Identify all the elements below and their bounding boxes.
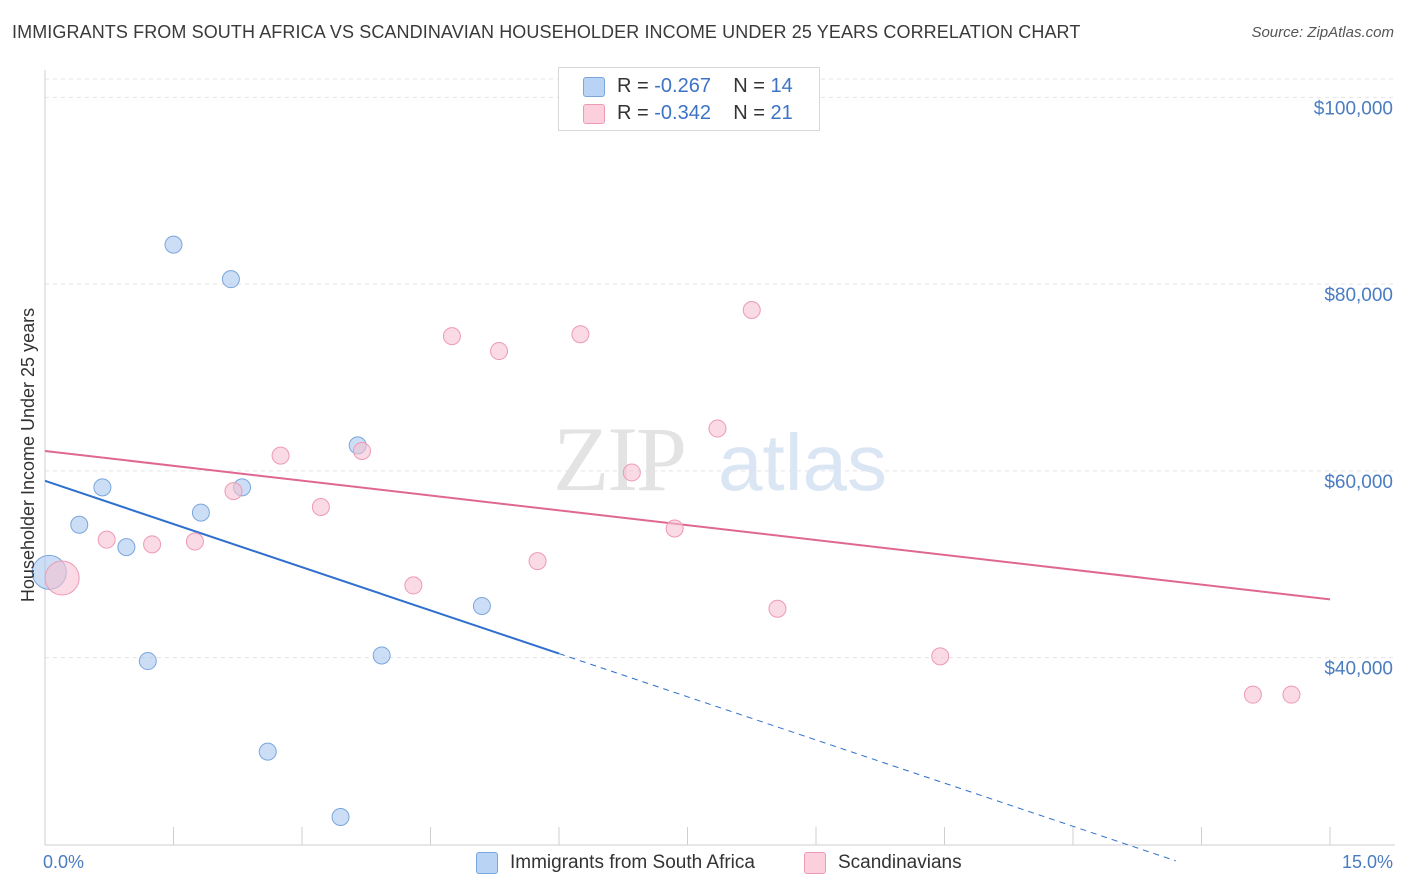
data-point-scandinavians — [571, 325, 590, 344]
source-label: Source: ZipAtlas.com — [1251, 24, 1394, 41]
axes — [44, 70, 1395, 846]
data-point-scandinavians — [768, 599, 787, 618]
data-point-south-africa — [117, 538, 136, 557]
data-point-scandinavians — [143, 535, 162, 554]
data-point-south-africa — [93, 478, 112, 497]
legend: R = -0.267 N = 14 R = -0.342 N = 21 — [558, 67, 820, 131]
data-point-scandinavians — [44, 560, 80, 596]
data-point-south-africa — [221, 270, 240, 289]
bottom-legend-label-scandinavians: Scandinavians — [838, 852, 962, 873]
data-point-scandinavians — [442, 327, 461, 346]
bottom-legend-scandinavians: Scandinavians — [804, 852, 962, 874]
gridlines — [45, 78, 1395, 659]
y-tick-label: $60,000 — [1324, 472, 1393, 493]
legend-n-label: N = — [733, 101, 765, 124]
data-point-scandinavians — [1282, 685, 1301, 704]
data-point-south-africa — [164, 235, 183, 254]
data-point-scandinavians — [271, 446, 290, 465]
tick-labels: $40,000 $60,000 $80,000 $100,000 0.0% 15.0% — [43, 98, 1393, 872]
trend-lines — [44, 449, 1331, 862]
legend-n-label: N = — [733, 74, 765, 97]
y-tick-label: $100,000 — [1314, 98, 1393, 119]
data-point-scandinavians — [185, 532, 204, 551]
data-point-scandinavians — [931, 647, 950, 666]
watermark: ZIP atlas — [553, 408, 887, 510]
legend-r-label: R = — [617, 74, 649, 97]
data-point-south-africa — [258, 742, 277, 761]
y-tick-label: $40,000 — [1324, 659, 1393, 680]
chart-title: IMMIGRANTS FROM SOUTH AFRICA VS SCANDINA… — [12, 22, 1081, 42]
bottom-legend-swatch-south-africa — [476, 852, 498, 874]
data-point-scandinavians — [352, 441, 371, 460]
legend-r-value-south-africa: -0.267 — [654, 74, 711, 97]
legend-row-scandinavians: R = -0.342 N = 21 — [583, 100, 793, 126]
bottom-legend-swatch-scandinavians — [804, 852, 826, 874]
x-tick-label-max: 15.0% — [1342, 852, 1393, 872]
watermark-zip: ZIP — [553, 408, 685, 510]
watermark-atlas: atlas — [718, 418, 887, 507]
legend-r-value-scandinavians: -0.342 — [654, 101, 711, 124]
trend-line-extension — [558, 653, 1176, 862]
data-point-south-africa — [138, 652, 157, 671]
data-point-scandinavians — [490, 342, 509, 361]
bottom-legend-south-africa: Immigrants from South Africa — [476, 852, 755, 874]
data-point-scandinavians — [404, 576, 423, 595]
data-point-scandinavians — [311, 497, 330, 516]
data-point-south-africa — [331, 807, 350, 826]
legend-swatch-scandinavians — [583, 104, 605, 124]
data-point-scandinavians — [97, 530, 116, 549]
legend-swatch-south-africa — [583, 77, 605, 97]
legend-row-south-africa: R = -0.267 N = 14 — [583, 73, 793, 99]
y-axis-label: Householder Income Under 25 years — [18, 308, 38, 602]
data-point-scandinavians — [742, 300, 761, 319]
trend-line-scandinavians — [44, 449, 1331, 601]
data-point-south-africa — [191, 503, 210, 522]
data-point-south-africa — [472, 596, 491, 615]
data-point-south-africa — [70, 515, 89, 534]
data-point-scandinavians — [708, 419, 727, 438]
x-tick-label-min: 0.0% — [43, 852, 84, 872]
trend-line-south-africa — [44, 479, 560, 655]
data-point-scandinavians — [1243, 685, 1262, 704]
data-point-scandinavians — [665, 519, 684, 538]
data-point-scandinavians — [528, 552, 547, 571]
data-point-south-africa — [372, 646, 391, 665]
data-points — [31, 235, 1301, 826]
bottom-legend-label-south-africa: Immigrants from South Africa — [510, 852, 755, 873]
y-tick-label: $80,000 — [1324, 285, 1393, 306]
legend-r-label: R = — [617, 101, 649, 124]
legend-n-value-scandinavians: 21 — [770, 101, 793, 124]
data-point-scandinavians — [622, 463, 641, 482]
data-point-scandinavians — [224, 482, 243, 501]
legend-n-value-south-africa: 14 — [770, 74, 793, 97]
